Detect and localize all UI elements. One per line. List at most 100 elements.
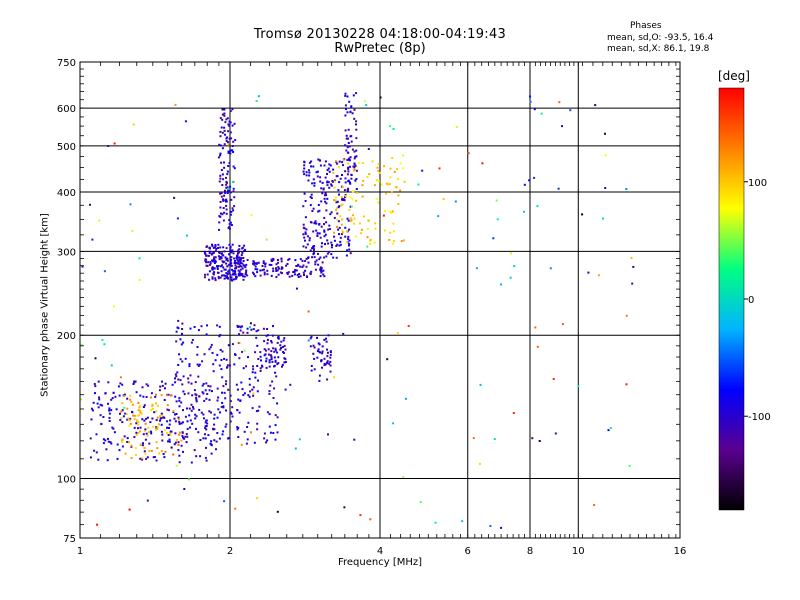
data-point	[189, 426, 191, 429]
y-tick-label: 600	[57, 104, 76, 115]
data-point	[225, 380, 228, 383]
data-point	[208, 252, 211, 254]
data-point	[219, 257, 222, 260]
data-point	[230, 262, 233, 265]
data-point	[163, 456, 166, 459]
data-point	[339, 240, 342, 243]
data-point	[607, 429, 610, 432]
data-point	[205, 261, 208, 264]
data-point	[226, 136, 229, 139]
data-point	[224, 192, 227, 194]
data-point	[167, 393, 170, 396]
data-point	[242, 367, 245, 370]
data-point	[178, 422, 181, 425]
data-point	[279, 344, 282, 347]
data-point	[325, 221, 328, 224]
data-point	[348, 181, 351, 184]
data-point	[268, 390, 271, 393]
data-point	[250, 328, 253, 331]
data-point	[309, 204, 312, 207]
data-point	[229, 247, 232, 249]
data-point	[187, 392, 190, 395]
data-point	[238, 258, 241, 261]
data-point	[389, 125, 392, 128]
data-point	[212, 246, 215, 249]
data-point	[307, 256, 310, 259]
data-point	[89, 203, 91, 206]
data-point	[146, 416, 149, 419]
x-tick-label: 8	[527, 546, 533, 557]
data-point	[225, 118, 228, 121]
x-tick-label: 4	[377, 546, 383, 557]
data-point	[304, 200, 307, 202]
data-point	[326, 355, 329, 358]
data-point	[164, 450, 167, 453]
data-point	[268, 359, 271, 362]
data-point	[233, 122, 236, 125]
data-point	[276, 402, 279, 405]
data-point	[270, 356, 273, 359]
data-point	[331, 180, 334, 183]
data-point	[306, 243, 309, 246]
data-point	[184, 435, 187, 438]
data-point	[178, 461, 181, 464]
data-point	[346, 217, 349, 220]
data-point	[218, 364, 221, 367]
data-point	[204, 425, 207, 428]
data-point	[221, 350, 224, 353]
data-point	[240, 443, 243, 446]
data-point	[223, 108, 226, 111]
data-point	[355, 123, 357, 126]
data-point	[274, 360, 277, 363]
data-point	[113, 305, 115, 308]
data-point	[310, 193, 313, 196]
data-point	[232, 209, 235, 212]
data-point	[225, 140, 228, 142]
data-point	[229, 227, 231, 230]
data-point	[275, 276, 278, 278]
data-point	[461, 520, 464, 523]
data-point	[139, 394, 142, 397]
data-point	[311, 256, 314, 259]
data-point	[254, 275, 257, 278]
data-point	[208, 250, 211, 253]
data-point	[245, 269, 248, 272]
data-point	[204, 258, 207, 261]
data-point	[141, 457, 144, 460]
data-point	[338, 193, 340, 196]
data-point	[208, 398, 211, 401]
data-point	[322, 188, 325, 191]
data-point	[253, 324, 256, 327]
data-point	[205, 419, 208, 422]
data-point	[257, 329, 260, 332]
data-point	[119, 412, 121, 415]
data-point	[221, 401, 224, 404]
data-point	[122, 415, 125, 418]
data-point	[363, 100, 366, 103]
data-point	[177, 441, 180, 444]
data-point	[328, 250, 331, 253]
data-point	[214, 256, 217, 259]
data-point	[327, 433, 329, 436]
data-point	[632, 265, 635, 268]
data-point	[159, 415, 162, 418]
data-point	[217, 247, 219, 249]
data-point	[229, 213, 232, 216]
data-point	[234, 267, 237, 270]
data-point	[336, 225, 339, 228]
data-point	[230, 191, 232, 194]
data-point	[261, 269, 264, 272]
data-point	[321, 181, 324, 184]
colorbar-tick-label: 100	[748, 178, 767, 189]
data-point	[172, 411, 175, 414]
data-point	[220, 161, 223, 164]
data-point	[223, 129, 226, 132]
data-point	[195, 427, 197, 430]
data-point	[180, 343, 183, 346]
data-point	[160, 417, 163, 420]
data-point	[145, 457, 148, 460]
data-point	[237, 272, 240, 275]
data-point	[341, 231, 344, 234]
data-point	[239, 329, 242, 332]
data-point	[203, 276, 206, 279]
